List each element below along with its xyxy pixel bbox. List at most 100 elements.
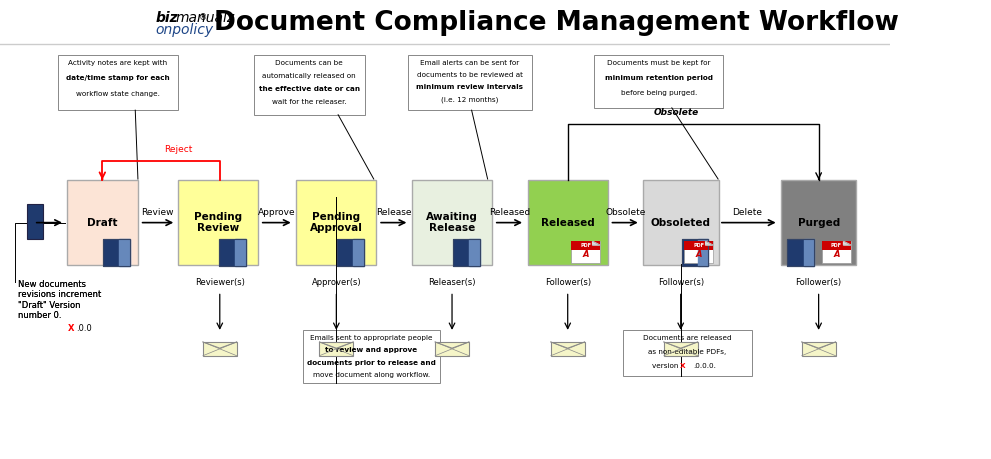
Text: minimum review intervals: minimum review intervals	[416, 84, 523, 90]
Text: documents prior to release and: documents prior to release and	[307, 359, 436, 366]
Text: Documents must be kept for: Documents must be kept for	[607, 60, 711, 66]
Bar	[453, 239, 480, 266]
Text: Delete: Delete	[732, 207, 762, 217]
FancyBboxPatch shape	[643, 180, 718, 265]
Text: workflow state change.: workflow state change.	[76, 91, 160, 97]
Text: .0.0: .0.0	[76, 324, 92, 333]
Text: X: X	[67, 324, 74, 333]
Text: Follower(s): Follower(s)	[545, 278, 591, 287]
Bar	[219, 239, 246, 266]
Text: move document along workflow.: move document along workflow.	[313, 372, 430, 378]
Polygon shape	[698, 239, 709, 266]
Text: the effective date or can: the effective date or can	[259, 86, 360, 92]
Text: as non-editable PDFs,: as non-editable PDFs,	[648, 349, 726, 355]
Bar	[684, 241, 713, 263]
Text: automatically released on: automatically released on	[263, 73, 356, 79]
Bar	[27, 204, 43, 239]
Bar	[407, 55, 532, 110]
Text: Pending
Review: Pending Review	[194, 212, 242, 234]
Text: Emails sent to appropriate people: Emails sent to appropriate people	[310, 335, 433, 341]
Text: Released: Released	[541, 218, 595, 228]
Polygon shape	[593, 241, 600, 245]
Text: A: A	[583, 250, 589, 259]
Text: PDF: PDF	[580, 243, 591, 248]
Bar	[823, 241, 850, 263]
Text: to review and approve: to review and approve	[325, 347, 417, 353]
Text: Released: Released	[490, 207, 530, 217]
Text: Reject: Reject	[164, 145, 192, 154]
Bar	[219, 239, 246, 266]
Text: Approve: Approve	[258, 207, 295, 217]
Bar	[319, 342, 353, 356]
Text: PDF: PDF	[830, 243, 842, 248]
Bar	[682, 239, 709, 266]
Text: Release: Release	[377, 207, 412, 217]
Text: ®: ®	[198, 13, 207, 22]
FancyBboxPatch shape	[66, 180, 138, 265]
Bar	[571, 241, 600, 263]
Polygon shape	[119, 239, 130, 266]
Polygon shape	[469, 239, 480, 266]
Bar	[103, 239, 130, 266]
Bar	[788, 239, 815, 266]
Text: wait for the releaser.: wait for the releaser.	[272, 100, 347, 106]
Text: .0.0.0.: .0.0.0.	[693, 363, 716, 369]
Bar	[435, 342, 469, 356]
Text: Pending
Approval: Pending Approval	[310, 212, 363, 234]
Text: Obsolete: Obsolete	[654, 108, 699, 117]
Text: Reviewer(s): Reviewer(s)	[195, 278, 245, 287]
Text: Releaser(s): Releaser(s)	[428, 278, 476, 287]
Text: onpolicy: onpolicy	[156, 23, 214, 37]
Polygon shape	[706, 241, 713, 245]
FancyBboxPatch shape	[781, 180, 856, 265]
Bar	[302, 330, 440, 383]
Bar	[57, 55, 178, 110]
Polygon shape	[235, 239, 246, 266]
FancyBboxPatch shape	[296, 180, 377, 265]
Text: version: version	[652, 363, 680, 369]
Bar	[682, 239, 709, 266]
Bar	[551, 342, 585, 356]
Text: Documents are released: Documents are released	[643, 335, 731, 341]
Bar	[453, 239, 480, 266]
Text: Activity notes are kept with: Activity notes are kept with	[68, 60, 167, 66]
FancyBboxPatch shape	[178, 180, 258, 265]
Bar	[623, 330, 752, 376]
Text: New documents
revisions increment
"Draft" Version
number 0.: New documents revisions increment "Draft…	[18, 280, 101, 320]
Text: Review: Review	[142, 207, 173, 217]
Polygon shape	[353, 239, 364, 266]
Text: Email alerts can be sent for: Email alerts can be sent for	[420, 60, 519, 66]
Text: Purged: Purged	[798, 218, 839, 228]
Text: Obsolete: Obsolete	[606, 207, 646, 217]
Bar	[788, 239, 815, 266]
Text: (i.e. 12 months): (i.e. 12 months)	[441, 96, 498, 103]
Bar	[802, 342, 835, 356]
Polygon shape	[843, 241, 850, 245]
Text: Draft: Draft	[87, 218, 118, 228]
Bar	[254, 55, 365, 115]
Text: Approver(s): Approver(s)	[311, 278, 361, 287]
Bar	[337, 239, 364, 266]
Bar	[571, 241, 600, 250]
Bar	[103, 239, 130, 266]
Bar	[203, 342, 237, 356]
Text: manualz: manualz	[175, 11, 235, 25]
Text: Awaiting
Release: Awaiting Release	[426, 212, 478, 234]
FancyBboxPatch shape	[412, 180, 493, 265]
Text: X: X	[680, 363, 686, 369]
Text: Documents can be: Documents can be	[275, 60, 343, 66]
Text: Document Compliance Management Workflow: Document Compliance Management Workflow	[213, 10, 899, 36]
Text: Follower(s): Follower(s)	[796, 278, 841, 287]
Bar	[823, 241, 850, 250]
Bar	[684, 241, 713, 250]
Text: minimum retention period: minimum retention period	[605, 75, 713, 81]
Text: documents to be reviewed at: documents to be reviewed at	[417, 72, 523, 78]
Text: A: A	[833, 250, 839, 259]
Text: PDF: PDF	[693, 243, 704, 248]
Bar	[595, 55, 723, 108]
Text: Follower(s): Follower(s)	[658, 278, 704, 287]
Bar	[664, 342, 698, 356]
FancyBboxPatch shape	[527, 180, 607, 265]
Text: date/time stamp for each: date/time stamp for each	[66, 75, 169, 81]
Bar	[337, 239, 364, 266]
